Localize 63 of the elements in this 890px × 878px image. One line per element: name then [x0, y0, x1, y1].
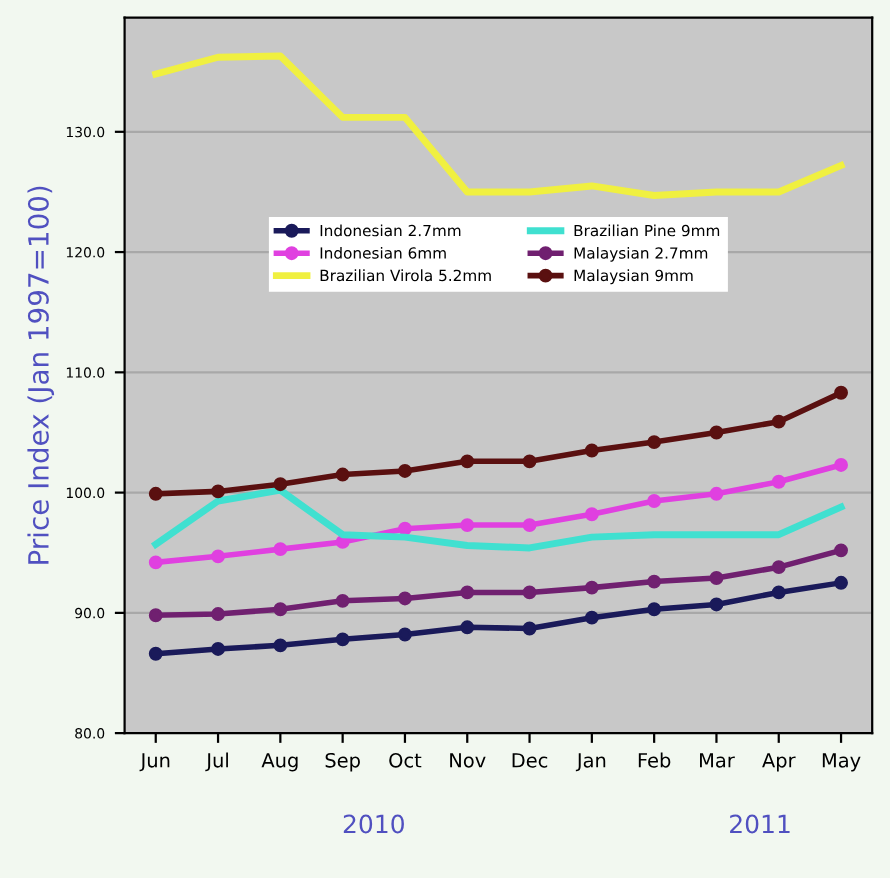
- x-tick-label: Jan: [575, 753, 606, 772]
- point: [335, 632, 350, 647]
- point: [460, 585, 475, 600]
- point: [148, 555, 163, 570]
- point: [647, 602, 662, 617]
- point: [834, 385, 848, 400]
- point: [148, 608, 163, 623]
- point: [273, 638, 288, 653]
- point: [834, 543, 848, 558]
- point: [522, 518, 537, 533]
- point: [522, 585, 537, 600]
- point: [584, 610, 599, 625]
- x-tick-label: Nov: [450, 753, 486, 768]
- point: [148, 486, 163, 501]
- point: [584, 443, 599, 458]
- x-tick-label: Apr: [762, 753, 796, 772]
- line-series: [152, 52, 845, 200]
- point: [709, 571, 724, 585]
- point: [273, 542, 288, 557]
- x-tick-label: Dec: [512, 753, 548, 768]
- x-tick-label: Mar: [700, 753, 735, 768]
- point: [647, 574, 662, 589]
- point: [834, 458, 848, 472]
- point: [398, 464, 412, 478]
- point: [148, 646, 163, 661]
- x-tick-label: Jul: [205, 752, 228, 772]
- point: [460, 454, 475, 469]
- point: [398, 521, 412, 536]
- point: [709, 425, 724, 440]
- point: [398, 591, 412, 606]
- x-tick-label: Aug: [261, 753, 298, 772]
- point: [211, 642, 225, 656]
- point: [335, 467, 350, 482]
- point: [460, 620, 475, 635]
- point: [771, 585, 786, 600]
- x-tick-label: Jun: [139, 753, 170, 772]
- point: [771, 474, 786, 489]
- point: [771, 414, 786, 429]
- x-tick-label: Oct: [389, 752, 422, 768]
- point: [335, 593, 350, 608]
- text: 2010: [343, 814, 404, 834]
- point: [584, 580, 599, 595]
- point: [709, 486, 724, 501]
- point: [211, 549, 225, 564]
- x-tick-label: May: [822, 753, 861, 772]
- point: [647, 494, 662, 508]
- point: [273, 477, 288, 492]
- y-axis-title: Price Index (Jan 1997=100): [27, 186, 55, 564]
- point: [709, 597, 724, 612]
- point: [211, 484, 225, 499]
- point: [522, 454, 537, 469]
- text: 2011: [730, 814, 790, 834]
- point: [273, 602, 288, 617]
- point: [647, 435, 662, 450]
- point: [398, 627, 412, 642]
- x-tick-label: Feb: [638, 752, 671, 768]
- point: [460, 518, 475, 533]
- point: [771, 560, 786, 575]
- point: [834, 575, 848, 590]
- point: [211, 607, 225, 622]
- x-tick-label: Sep: [325, 752, 360, 772]
- point: [522, 621, 537, 636]
- point: [584, 507, 599, 522]
